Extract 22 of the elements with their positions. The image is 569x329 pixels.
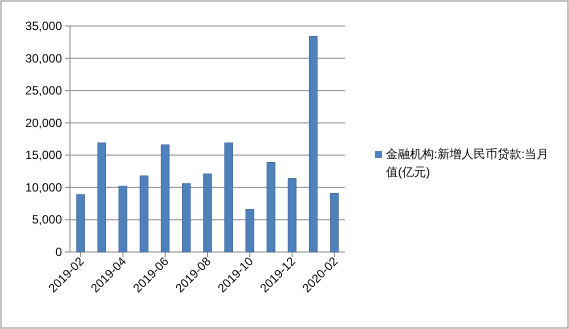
- bar: [203, 174, 212, 252]
- bar: [288, 178, 296, 252]
- bar: [330, 192, 339, 252]
- bar: [266, 162, 276, 252]
- y-tick-label: 25,000: [25, 84, 62, 98]
- bar: [182, 183, 191, 252]
- bar: [245, 209, 254, 252]
- legend-label: 金融机构:新增人民币贷款:当月值(亿元): [386, 146, 550, 181]
- bar: [308, 36, 318, 252]
- y-tick-label: 35,000: [25, 19, 62, 33]
- bar: [160, 144, 170, 252]
- y-tick-label: 10,000: [25, 180, 62, 194]
- bar: [140, 176, 148, 252]
- y-tick-label: 30,000: [25, 51, 62, 66]
- y-tick-label: 5,000: [32, 212, 62, 227]
- y-tick-label: 20,000: [25, 116, 62, 130]
- bar: [118, 186, 128, 252]
- bar: [97, 142, 106, 252]
- bar: [224, 142, 233, 252]
- y-tick-label: 15,000: [25, 148, 62, 162]
- bar: [76, 194, 85, 252]
- y-tick-label: 0: [55, 245, 62, 259]
